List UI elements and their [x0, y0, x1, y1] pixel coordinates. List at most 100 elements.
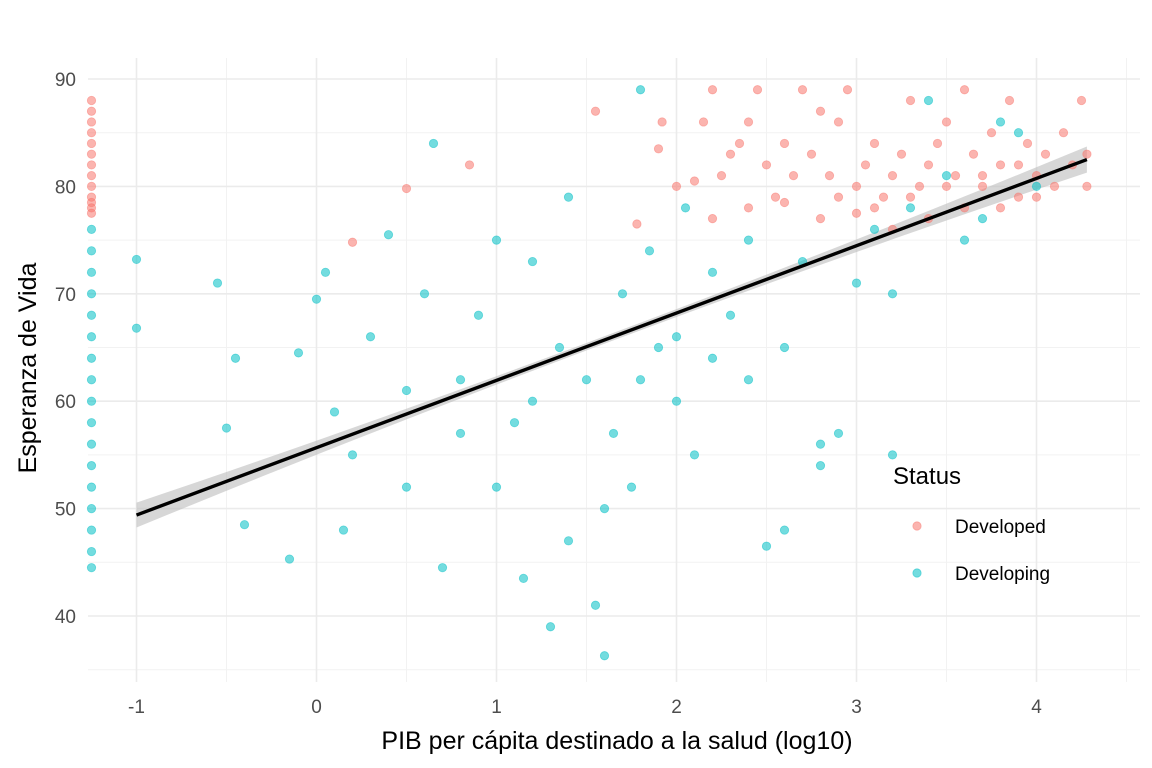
data-point	[995, 117, 1006, 127]
data-point	[86, 418, 97, 428]
data-point	[716, 171, 727, 181]
data-point	[806, 149, 817, 159]
data-point	[869, 138, 880, 149]
data-point	[86, 289, 97, 299]
data-point	[131, 254, 142, 265]
data-point	[743, 117, 754, 127]
data-point	[1031, 192, 1042, 202]
data-point	[779, 525, 790, 535]
y-tick-label: 60	[55, 392, 76, 413]
data-point	[419, 289, 430, 299]
data-point	[86, 546, 97, 557]
data-point	[86, 396, 97, 406]
data-point	[590, 106, 601, 116]
data-point	[689, 176, 700, 186]
data-point	[347, 237, 358, 247]
data-point	[626, 482, 637, 492]
y-tick-label: 90	[55, 70, 76, 91]
data-point	[995, 160, 1006, 170]
data-point	[941, 117, 952, 127]
data-point	[761, 541, 772, 551]
data-point	[1031, 181, 1042, 191]
data-point	[698, 117, 709, 127]
data-point	[851, 278, 862, 288]
data-point	[230, 353, 241, 363]
data-point	[653, 144, 664, 154]
legend: Status Developed Developing	[893, 463, 1050, 585]
major-gridlines	[88, 58, 1140, 682]
data-point	[491, 235, 502, 245]
legend-key	[912, 521, 922, 531]
data-point	[311, 294, 322, 304]
data-point	[932, 138, 943, 149]
data-point	[329, 407, 340, 417]
data-point	[86, 267, 97, 277]
data-point	[725, 149, 736, 159]
x-axis-ticks: -1 0 1 2 3 4	[128, 697, 1042, 718]
data-point	[752, 85, 763, 95]
data-point	[401, 385, 412, 396]
data-point	[635, 375, 646, 385]
data-point	[86, 117, 97, 127]
data-point	[437, 563, 448, 573]
data-point	[977, 214, 988, 224]
data-point	[365, 332, 376, 342]
data-point	[923, 95, 934, 106]
data-point	[401, 183, 412, 194]
data-point	[527, 396, 538, 406]
legend-label: Developing	[955, 564, 1050, 585]
data-point	[815, 439, 826, 449]
data-point	[887, 171, 898, 181]
x-tick-label: -1	[128, 697, 145, 718]
data-point	[1004, 95, 1015, 106]
y-tick-label: 50	[55, 500, 76, 521]
data-point	[833, 192, 844, 202]
data-point	[86, 310, 97, 320]
data-point	[671, 181, 682, 191]
data-point	[86, 482, 97, 492]
y-axis-ticks: 40 50 60 70 80 90	[55, 70, 76, 628]
data-point	[689, 450, 700, 460]
data-point	[707, 214, 718, 224]
legend-label: Developed	[955, 517, 1046, 538]
data-point	[743, 375, 754, 385]
data-point	[1013, 160, 1024, 170]
data-point	[86, 375, 97, 385]
data-point	[473, 310, 484, 320]
data-point	[1040, 149, 1051, 159]
data-point	[797, 85, 808, 95]
data-point	[779, 197, 790, 208]
data-point	[1076, 95, 1087, 106]
data-point	[86, 208, 97, 218]
data-point	[887, 450, 898, 460]
data-point	[869, 224, 880, 234]
data-point	[428, 138, 439, 149]
data-point	[878, 192, 889, 202]
trend-line	[135, 157, 1088, 517]
data-point	[1082, 149, 1092, 159]
data-point	[851, 208, 862, 218]
data-point	[770, 192, 781, 202]
data-point	[959, 85, 970, 95]
data-point	[455, 375, 466, 385]
data-point	[86, 181, 97, 191]
data-point	[554, 342, 565, 353]
data-point	[383, 230, 394, 240]
data-point	[518, 573, 529, 584]
data-point	[815, 214, 826, 224]
data-point	[617, 289, 628, 299]
data-point	[743, 235, 754, 245]
data-point	[743, 203, 754, 213]
y-tick-label: 70	[55, 285, 76, 306]
data-point	[842, 85, 853, 95]
data-point	[815, 106, 826, 116]
data-point	[401, 482, 412, 492]
data-point	[221, 423, 232, 433]
data-point	[86, 138, 97, 149]
x-tick-label: 3	[851, 697, 862, 718]
y-axis-title: Esperanza de Vida	[14, 263, 42, 474]
data-point	[707, 353, 718, 363]
data-point	[941, 171, 952, 181]
